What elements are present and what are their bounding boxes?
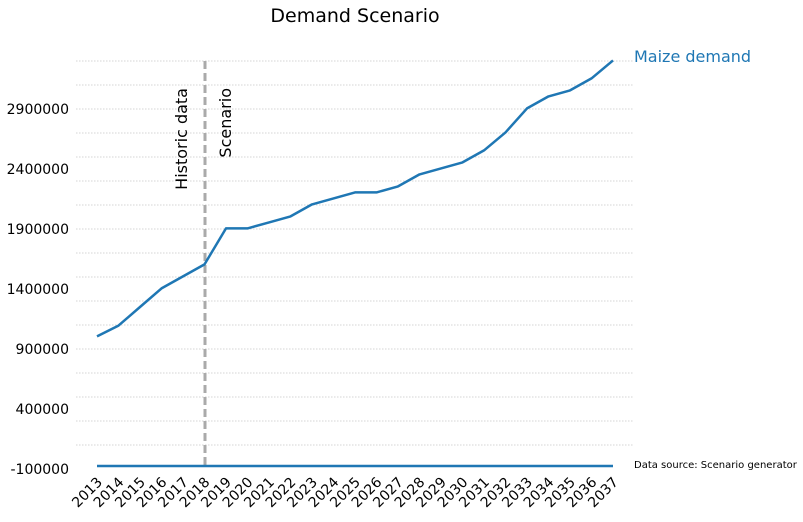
- scenario-label: Scenario: [216, 88, 235, 158]
- divider-group: Historic data Scenario: [172, 61, 235, 469]
- x-axis-ticks: 2013201420152016201720182019202020212022…: [69, 474, 622, 511]
- chart-title: Demand Scenario: [270, 5, 439, 27]
- source-note: Data source: Scenario generator: [634, 460, 798, 471]
- y-tick-label: 2400000: [7, 162, 69, 178]
- series-lines: [96, 59, 614, 468]
- y-tick-label: -100000: [11, 462, 70, 478]
- y-axis-ticks: -100000 400000 900000 1400000 1900000 2400000…: [7, 102, 69, 478]
- gridlines: [76, 60, 634, 446]
- series-line-maize-demand: [96, 59, 614, 338]
- y-tick-label: 400000: [16, 402, 69, 418]
- series-label-maize-demand: Maize demand: [634, 47, 751, 66]
- historic-data-label: Historic data: [172, 88, 191, 190]
- y-tick-label: 1400000: [7, 282, 69, 298]
- y-tick-label: 2900000: [7, 102, 69, 118]
- y-tick-label: 1900000: [7, 222, 69, 238]
- y-tick-label: 900000: [16, 342, 69, 358]
